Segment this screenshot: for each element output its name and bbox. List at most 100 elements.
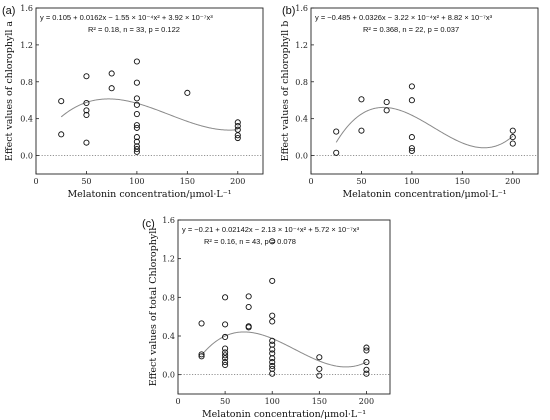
data-point xyxy=(133,148,140,155)
y-tick-label: 1.6 xyxy=(295,4,308,13)
data-point xyxy=(245,324,252,331)
data-point xyxy=(133,79,140,86)
fit-statistics: R² = 0.16, n = 43, p = 0.078 xyxy=(204,237,296,246)
data-point xyxy=(234,134,241,142)
data-point xyxy=(133,122,140,129)
y-tick-label: 1.6 xyxy=(20,4,33,13)
data-point xyxy=(108,70,115,77)
data-point xyxy=(222,361,229,369)
fit-equation: y = 0.105 + 0.0162x − 1.55 × 10⁻⁴x² + 3.… xyxy=(40,13,213,22)
data-point xyxy=(269,355,276,362)
data-point xyxy=(408,83,415,90)
data-point xyxy=(108,85,115,92)
data-point xyxy=(363,347,370,354)
y-axis-label: Effect values of chlorophyll b xyxy=(280,21,291,162)
x-tick-label: 150 xyxy=(455,177,470,186)
y-tick-label: 0.0 xyxy=(162,371,175,380)
data-point xyxy=(222,333,229,341)
data-point xyxy=(269,318,276,325)
data-point xyxy=(198,351,205,358)
x-axis-label: Melatonin concentration/μmol·L⁻¹ xyxy=(202,409,366,420)
fit-curve xyxy=(335,106,514,149)
data-point xyxy=(333,128,340,135)
data-point xyxy=(358,127,365,134)
x-axis-label: Melatonin concentration/μmol·L⁻¹ xyxy=(342,189,506,200)
x-tick-label: 200 xyxy=(359,397,374,406)
data-point xyxy=(133,111,140,118)
data-point xyxy=(408,147,415,154)
data-point xyxy=(133,58,140,65)
data-point xyxy=(408,145,415,152)
x-tick-label: 50 xyxy=(220,397,230,406)
data-point xyxy=(269,370,276,377)
data-point xyxy=(222,359,229,366)
data-point xyxy=(383,99,390,106)
x-tick-label: 0 xyxy=(308,177,313,186)
data-point xyxy=(133,101,140,108)
y-axis-label: Effect values of total Chlorophyll xyxy=(148,228,159,387)
data-point xyxy=(269,337,276,344)
data-point xyxy=(509,127,516,134)
plot-frame xyxy=(310,7,539,175)
data-point xyxy=(234,119,241,126)
data-point xyxy=(269,312,276,319)
x-tick-label: 100 xyxy=(129,177,144,186)
x-tick-label: 100 xyxy=(265,397,280,406)
data-point xyxy=(269,238,276,245)
plot-frame xyxy=(177,219,391,395)
data-point xyxy=(83,111,90,119)
data-point xyxy=(363,344,370,351)
data-point xyxy=(234,122,241,130)
data-point xyxy=(316,365,323,372)
y-tick-label: 1.2 xyxy=(20,41,33,50)
data-point xyxy=(133,138,140,145)
data-point xyxy=(245,293,252,300)
data-point xyxy=(383,107,390,114)
data-point xyxy=(58,131,65,138)
chart-panel-2: 0 50 100 150 200 0.0 0.4 0.8 1.2 1.6 y = −0.485 + … xyxy=(280,4,539,200)
y-tick-label: 0.0 xyxy=(20,152,33,161)
fit-statistics: R² = 0.368, n = 22, p = 0.037 xyxy=(363,25,459,34)
chart-panel-3: 0 50 100 150 200 0.0 0.4 0.8 1.2 1.6 y = −0.21 + 0… xyxy=(142,216,391,420)
y-tick-label: 0.4 xyxy=(20,115,33,124)
data-point xyxy=(333,149,340,156)
data-point xyxy=(408,134,415,141)
data-point xyxy=(509,140,516,147)
fit-equation: y = −0.21 + 0.02142x − 2.13 × 10⁻⁴x² + 5… xyxy=(182,225,360,234)
data-point xyxy=(222,321,229,328)
panel-label: (c) xyxy=(142,218,155,230)
y-tick-label: 1.2 xyxy=(162,255,175,264)
x-tick-label: 50 xyxy=(81,177,91,186)
data-point xyxy=(133,146,140,153)
data-point xyxy=(509,134,516,141)
data-point xyxy=(269,277,276,284)
data-point xyxy=(58,98,65,105)
data-point xyxy=(269,359,276,366)
x-tick-label: 0 xyxy=(33,177,38,186)
data-point xyxy=(133,134,140,141)
data-point xyxy=(83,139,90,146)
data-point xyxy=(133,95,140,102)
data-point xyxy=(83,99,90,107)
data-point xyxy=(222,349,229,356)
data-point xyxy=(222,355,229,362)
y-tick-label: 0.8 xyxy=(20,78,33,87)
panel-label: (a) xyxy=(2,5,15,17)
data-point xyxy=(83,107,90,114)
data-point xyxy=(269,362,276,370)
data-point xyxy=(363,359,370,366)
y-axis-label: Effect values of chlorophyll a xyxy=(4,21,15,162)
y-tick-label: 0.0 xyxy=(295,152,308,161)
fit-curve xyxy=(201,331,367,368)
y-tick-label: 0.4 xyxy=(295,115,308,124)
x-tick-label: 200 xyxy=(230,177,245,186)
data-point xyxy=(198,320,205,327)
x-axis-label: Melatonin concentration/μmol·L⁻¹ xyxy=(67,189,231,200)
y-tick-label: 0.8 xyxy=(295,78,308,87)
chart-panel-1: 0 50 100 150 200 0.0 0.4 0.8 1.2 1.6 y = 0.105 + 0… xyxy=(2,4,264,200)
y-tick-label: 1.6 xyxy=(162,216,175,225)
x-tick-label: 50 xyxy=(356,177,366,186)
x-tick-label: 0 xyxy=(175,397,180,406)
data-point xyxy=(184,89,191,96)
